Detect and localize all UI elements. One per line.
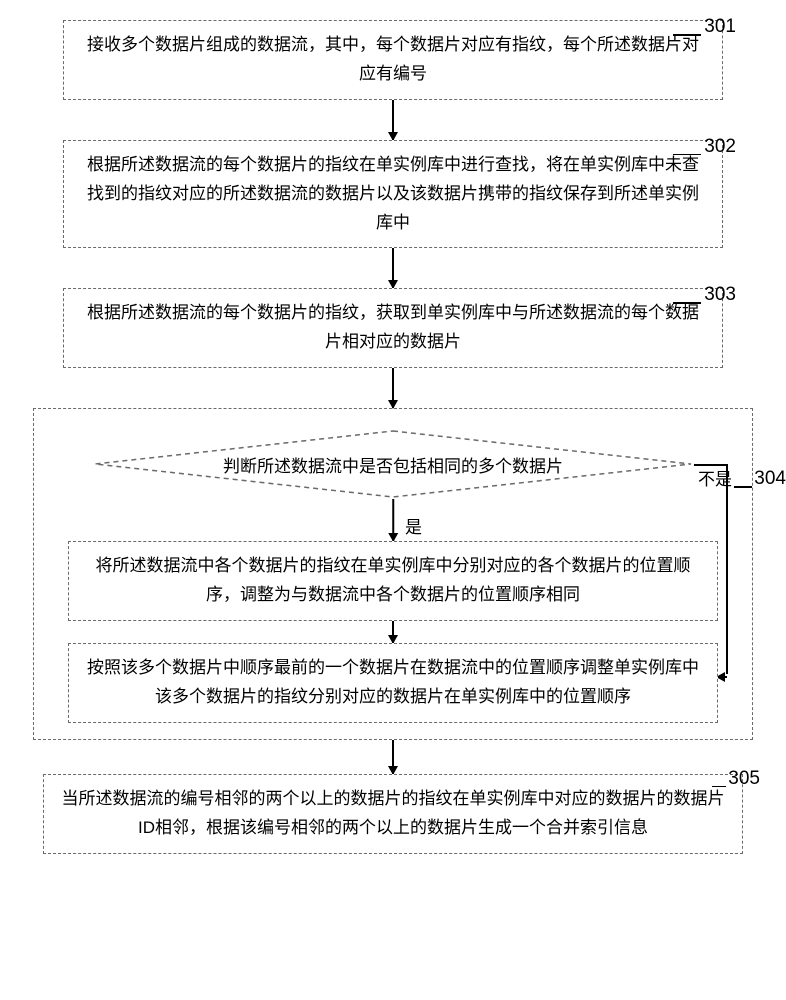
branch-spacer: 是 不是: [48, 499, 738, 541]
step-302-number: 302: [704, 136, 736, 158]
flowchart: 接收多个数据片组成的数据流，其中，每个数据片对应有指纹，每个所述数据片对应有编号…: [20, 20, 766, 854]
arrow-303-304: [392, 368, 394, 408]
step-301-box: 接收多个数据片组成的数据流，其中，每个数据片对应有指纹，每个所述数据片对应有编号: [63, 20, 723, 100]
label-connector-305: [712, 786, 726, 788]
arrow-yes-merge: [392, 621, 394, 643]
yes-label: 是: [405, 513, 422, 538]
row-304: 判断所述数据流中是否包括相同的多个数据片 是 不是 将所述数据流中各个数据片的指…: [20, 408, 766, 740]
no-v: [726, 464, 728, 674]
yes-box: 将所述数据流中各个数据片的指纹在单实例库中分别对应的各个数据片的位置顺序，调整为…: [68, 541, 718, 621]
step-303-number: 303: [704, 284, 736, 306]
label-connector-304: [734, 486, 752, 488]
step-303-box: 根据所述数据流的每个数据片的指纹，获取到单实例库中与所述数据流的每个数据片相对应…: [63, 288, 723, 368]
row-305: 当所述数据流的编号相邻的两个以上的数据片的指纹在单实例库中对应的数据片的数据片I…: [20, 774, 766, 854]
step-305-number: 305: [728, 768, 760, 790]
merge-box-text: 按照该多个数据片中顺序最前的一个数据片在数据流中的位置顺序调整单实例库中该多个数…: [87, 658, 699, 706]
step-303-text: 根据所述数据流的每个数据片的指纹，获取到单实例库中与所述数据流的每个数据片相对应…: [87, 303, 699, 351]
no-h1: [694, 464, 726, 466]
arrow-yes: [392, 499, 394, 541]
step-304-group: 判断所述数据流中是否包括相同的多个数据片 是 不是 将所述数据流中各个数据片的指…: [33, 408, 753, 740]
label-connector-301: [673, 34, 701, 36]
step-301-number: 301: [704, 16, 736, 38]
yes-box-text: 将所述数据流中各个数据片的指纹在单实例库中分别对应的各个数据片的位置顺序，调整为…: [96, 556, 691, 604]
merge-box: 按照该多个数据片中顺序最前的一个数据片在数据流中的位置顺序调整单实例库中该多个数…: [68, 643, 718, 723]
arrow-304-305: [392, 740, 394, 774]
step-302-text: 根据所述数据流的每个数据片的指纹在单实例库中进行查找，将在单实例库中未查找到的指…: [87, 155, 699, 232]
arrow-302-303: [392, 248, 394, 288]
step-301-text: 接收多个数据片组成的数据流，其中，每个数据片对应有指纹，每个所述数据片对应有编号: [87, 35, 699, 83]
step-305-text: 当所述数据流的编号相邻的两个以上的数据片的指纹在单实例库中对应的数据片的数据片I…: [62, 789, 725, 837]
step-305-box: 当所述数据流的编号相邻的两个以上的数据片的指纹在单实例库中对应的数据片的数据片I…: [43, 774, 743, 854]
row-301: 接收多个数据片组成的数据流，其中，每个数据片对应有指纹，每个所述数据片对应有编号…: [20, 20, 766, 100]
decision-304: 判断所述数据流中是否包括相同的多个数据片: [93, 429, 693, 499]
step-304-number: 304: [754, 468, 786, 490]
label-connector-302: [673, 154, 701, 156]
row-302: 根据所述数据流的每个数据片的指纹在单实例库中进行查找，将在单实例库中未查找到的指…: [20, 140, 766, 249]
decision-304-text: 判断所述数据流中是否包括相同的多个数据片: [223, 452, 563, 477]
row-303: 根据所述数据流的每个数据片的指纹，获取到单实例库中与所述数据流的每个数据片相对应…: [20, 288, 766, 368]
arrow-301-302: [392, 100, 394, 140]
label-connector-303: [673, 302, 701, 304]
step-302-box: 根据所述数据流的每个数据片的指纹在单实例库中进行查找，将在单实例库中未查找到的指…: [63, 140, 723, 249]
